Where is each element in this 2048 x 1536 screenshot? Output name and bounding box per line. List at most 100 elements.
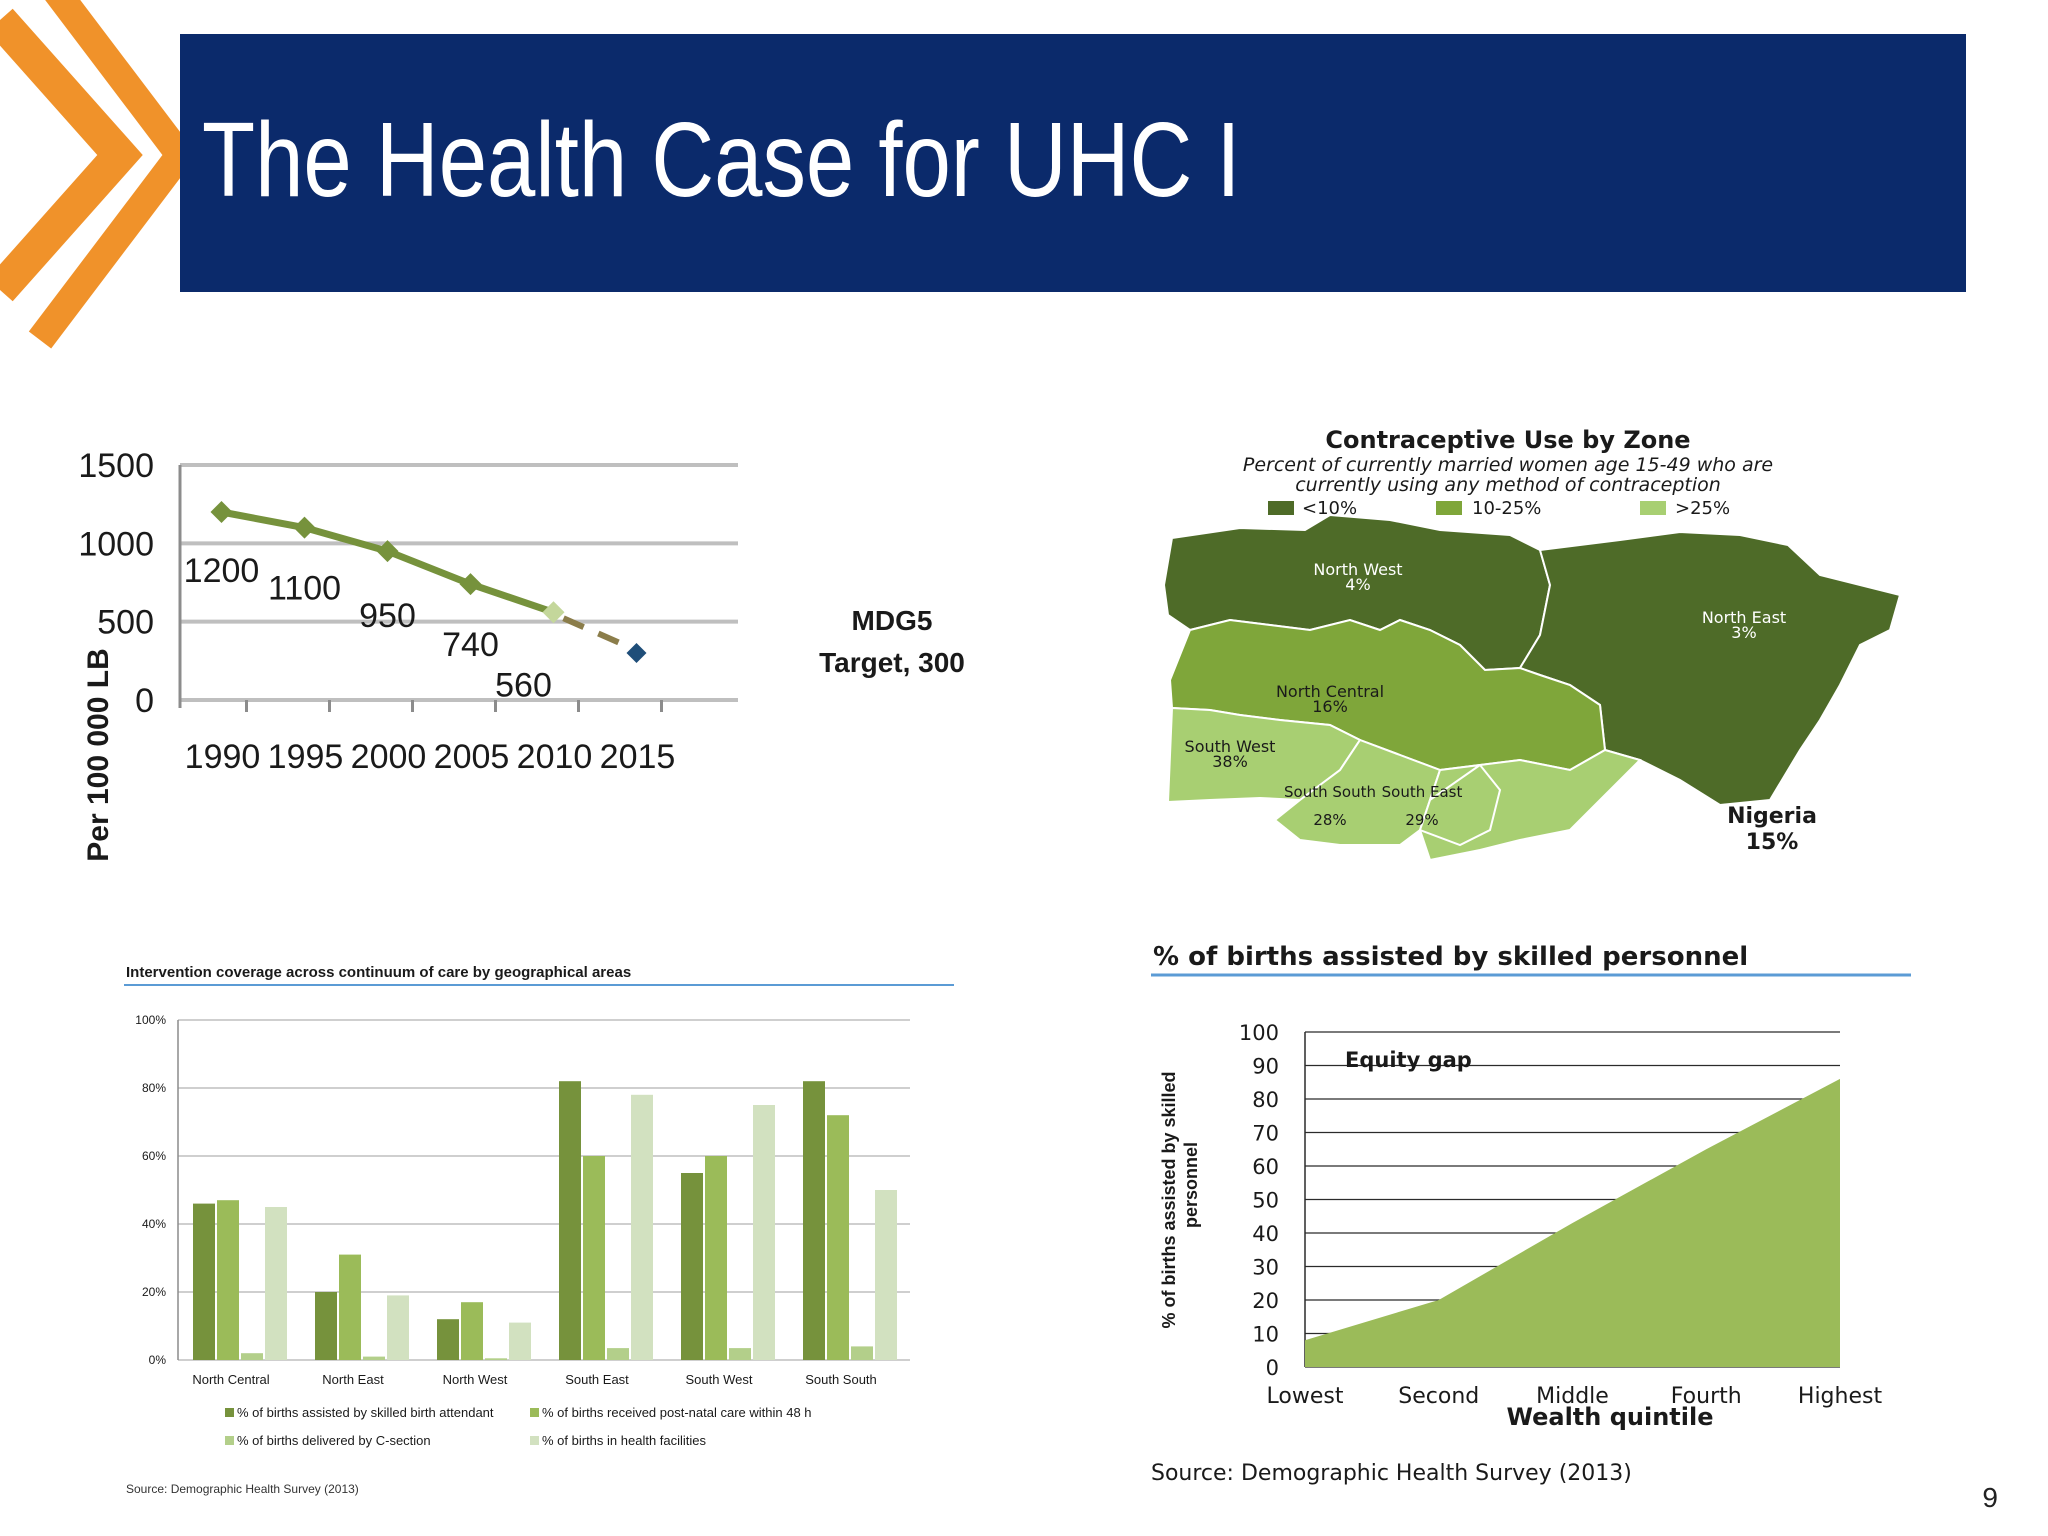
- area-annotation: Equity gap: [1345, 1048, 1472, 1072]
- area-fill: [1305, 1078, 1840, 1367]
- mmr-data-point: [376, 540, 399, 563]
- mmr-x-tick-label: 1995: [268, 738, 344, 776]
- area-x-axis-label: Wealth quintile: [1506, 1403, 1713, 1431]
- area-y-tick-label: 70: [1252, 1122, 1279, 1146]
- bar: [559, 1081, 581, 1360]
- mmr-x-tick-label: 1990: [185, 738, 261, 776]
- area-y-tick-label: 20: [1252, 1289, 1279, 1313]
- mmr-y-axis-label: Per 100 000 LB: [82, 648, 115, 861]
- area-y-tick-label: 40: [1252, 1222, 1279, 1246]
- area-chart-source: Source: Demographic Health Survey (2013): [1151, 1461, 1632, 1486]
- area-category-label: Middle: [1536, 1384, 1609, 1409]
- mmr-data-label: 950: [359, 597, 416, 635]
- mmr-x-tick-label: 2015: [600, 738, 676, 776]
- bar-legend-swatch: [530, 1408, 539, 1417]
- area-y-label-line2: personnel: [1181, 1142, 1201, 1228]
- mmr-data-point: [542, 601, 565, 624]
- bar: [753, 1105, 775, 1360]
- area-y-tick-label: 50: [1252, 1189, 1279, 1213]
- bar-legend-swatch: [225, 1408, 234, 1417]
- label-south-west-value: 38%: [1212, 752, 1248, 771]
- bar: [461, 1302, 483, 1360]
- bar-y-tick-label: 20%: [142, 1285, 166, 1299]
- bar: [631, 1094, 653, 1360]
- label-north-west-name: North West: [1313, 560, 1402, 579]
- bar-legend-label: % of births assisted by skilled birth at…: [237, 1405, 494, 1420]
- chevron-decoration: [0, 0, 190, 349]
- bar: [265, 1207, 287, 1360]
- bar-legend-label: % of births delivered by C-section: [237, 1433, 431, 1448]
- mmr-data-label: 740: [442, 626, 499, 664]
- mmr-data-point: [293, 516, 316, 539]
- bar: [485, 1358, 507, 1360]
- bar-category-label: North Central: [192, 1372, 269, 1387]
- bar-category-label: North East: [322, 1372, 384, 1387]
- bar-y-tick-label: 0%: [149, 1353, 167, 1367]
- area-y-label-line1: % of births assisted by skilled: [1159, 1071, 1179, 1328]
- bar: [437, 1319, 459, 1360]
- area-category-label: Second: [1398, 1384, 1479, 1409]
- bar: [607, 1348, 629, 1360]
- map-subtitle-line2: currently using any method of contracept…: [1295, 474, 1721, 496]
- mmr-data-label: 1100: [268, 570, 341, 608]
- label-south-south-name: South South: [1284, 783, 1376, 801]
- bar: [241, 1353, 263, 1360]
- area-chart-title: % of births assisted by skilled personne…: [1153, 942, 1748, 972]
- mmr-target-label-line1: MDG5: [852, 605, 933, 636]
- bar: [509, 1322, 531, 1360]
- mmr-data-label: 560: [495, 666, 552, 704]
- bar-y-tick-label: 60%: [142, 1149, 166, 1163]
- bar: [705, 1156, 727, 1360]
- legend-label-mid: 10-25%: [1472, 498, 1541, 519]
- area-y-tick-label: 90: [1252, 1055, 1279, 1079]
- map-subtitle-line1: Percent of currently married women age 1…: [1243, 454, 1773, 476]
- bar-y-tick-label: 100%: [135, 1013, 166, 1027]
- map-title: Contraceptive Use by Zone: [1325, 426, 1690, 454]
- bar-legend-swatch: [530, 1436, 539, 1445]
- area-y-tick-label: 60: [1252, 1155, 1279, 1179]
- area-y-tick-label: 0: [1266, 1356, 1279, 1380]
- label-south-east-value: 29%: [1405, 811, 1438, 829]
- legend-label-high: >25%: [1675, 498, 1730, 519]
- bar-chart-source: Source: Demographic Health Survey (2013): [126, 1482, 359, 1496]
- label-north-east-name: North East: [1702, 608, 1786, 627]
- region-south-east: [1418, 763, 1502, 847]
- mmr-y-tick-label: 1000: [78, 525, 154, 563]
- bar: [217, 1200, 239, 1360]
- bar: [851, 1346, 873, 1360]
- bar-legend-label: % of births received post-natal care wit…: [542, 1405, 812, 1420]
- bar-category-label: South East: [565, 1372, 629, 1387]
- bar-y-tick-label: 40%: [142, 1217, 166, 1231]
- label-north-west-value: 4%: [1345, 575, 1370, 594]
- label-north-east-value: 3%: [1731, 623, 1756, 642]
- bar: [827, 1115, 849, 1360]
- area-category-label: Fourth: [1671, 1384, 1742, 1409]
- bar: [339, 1254, 361, 1360]
- bar: [315, 1292, 337, 1360]
- area-y-tick-label: 80: [1252, 1088, 1279, 1112]
- bar: [193, 1203, 215, 1360]
- mmr-data-point: [210, 501, 233, 523]
- bar-category-label: South South: [805, 1372, 877, 1387]
- bar: [875, 1190, 897, 1360]
- map-legend: <10% 10-25% >25%: [1268, 498, 1730, 519]
- bar: [387, 1295, 409, 1360]
- mmr-target-label-line2: Target, 300: [819, 647, 965, 678]
- slide-title: The Health Case for UHC I: [202, 101, 1241, 219]
- bar: [729, 1348, 751, 1360]
- area-y-tick-label: 100: [1239, 1021, 1279, 1045]
- page-number: 9: [1982, 1482, 1998, 1513]
- bar-category-label: North West: [443, 1372, 508, 1387]
- mmr-x-tick-label: 2005: [434, 738, 510, 776]
- map-regions: [1162, 513, 1902, 862]
- bar: [681, 1173, 703, 1360]
- bar: [583, 1156, 605, 1360]
- contraceptive-map: Contraceptive Use by Zone Percent of cur…: [1162, 426, 1902, 862]
- chevron-inner: [0, 8, 143, 302]
- bar-category-label: South West: [686, 1372, 753, 1387]
- bar-y-tick-label: 80%: [142, 1081, 166, 1095]
- area-category-label: Lowest: [1267, 1384, 1344, 1409]
- mmr-data-label: 1200: [184, 552, 260, 590]
- mmr-y-tick-label: 1500: [78, 447, 154, 485]
- label-south-south-value: 28%: [1313, 811, 1346, 829]
